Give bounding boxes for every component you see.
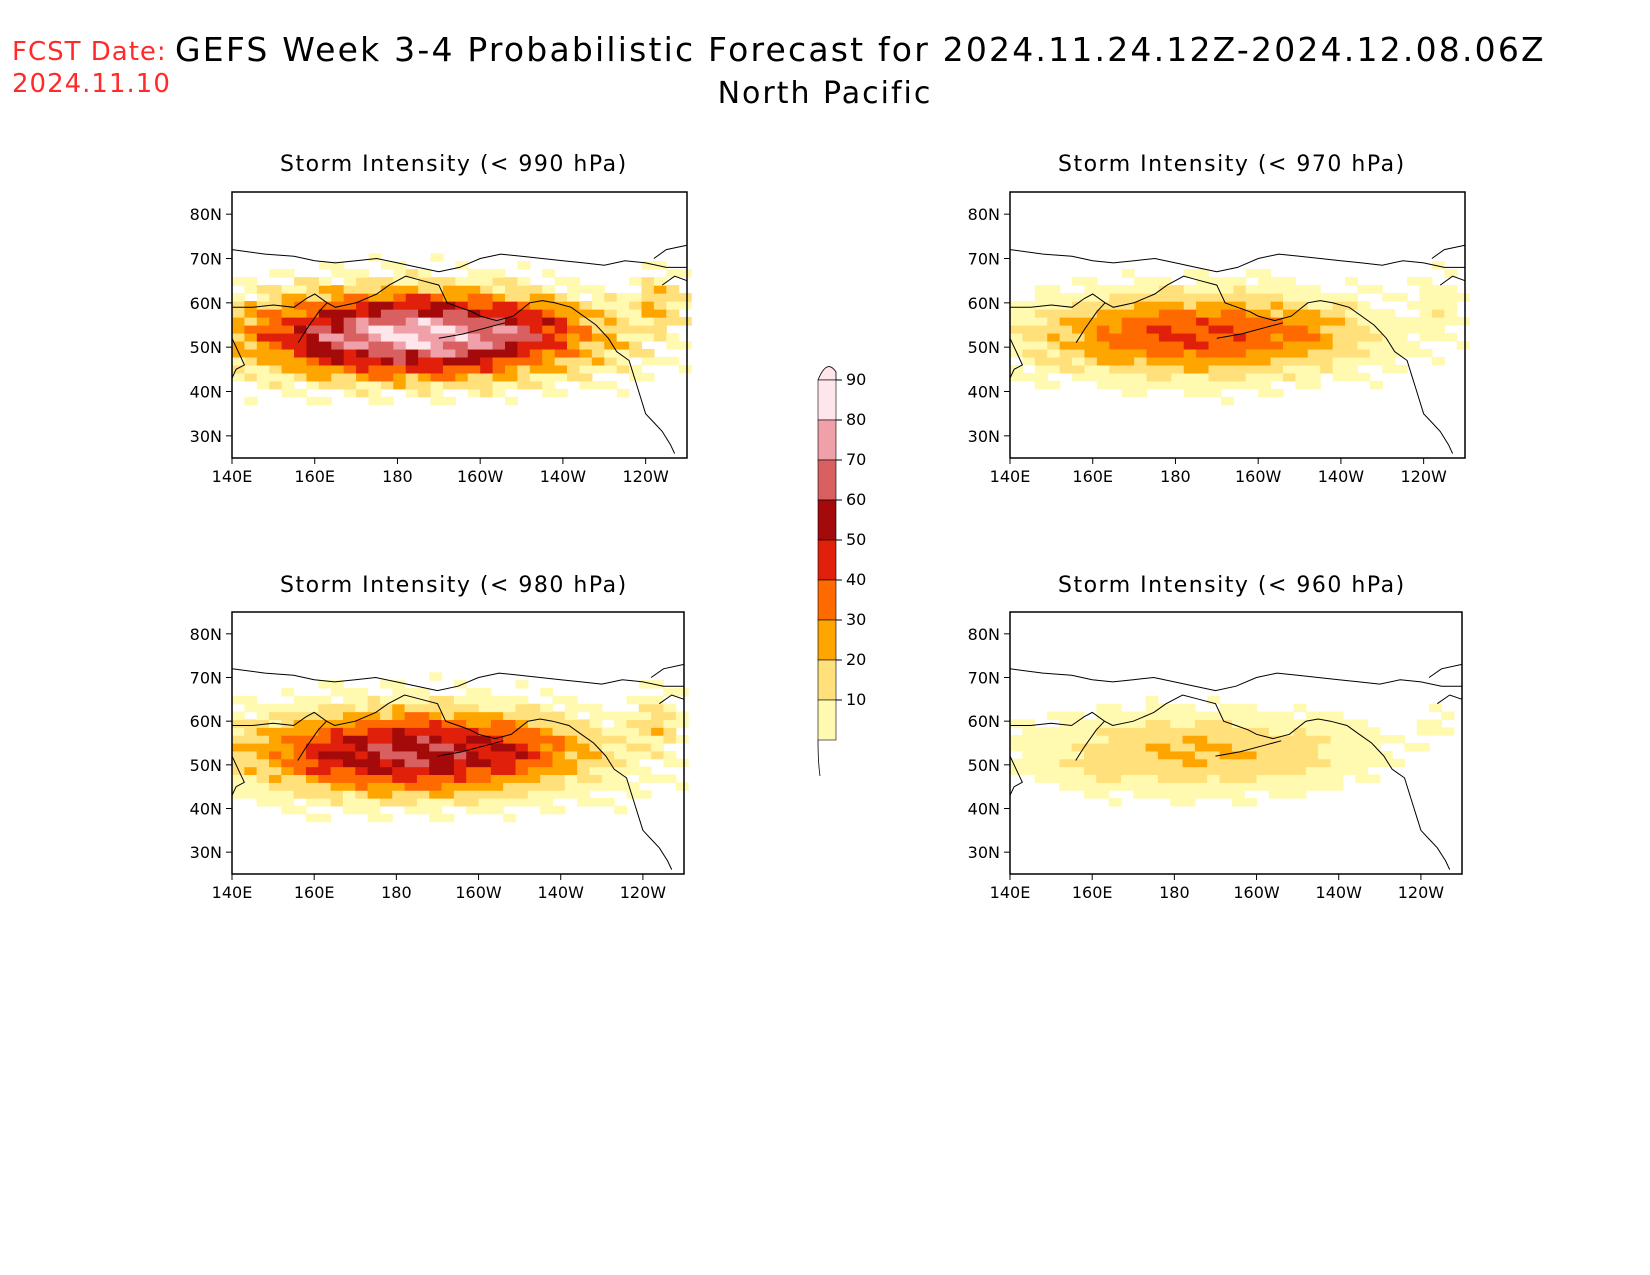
lon-tick-label: 120W xyxy=(1398,883,1445,902)
lat-tick-label: 50N xyxy=(968,338,1000,357)
coastlines xyxy=(231,244,688,454)
lon-tick-label: 140E xyxy=(990,883,1031,902)
coastlines xyxy=(1009,244,1466,454)
panel-title-990: Storm Intensity (< 990 hPa) xyxy=(280,152,628,177)
colorbar-segment xyxy=(817,379,837,421)
lon-tick-label: 140W xyxy=(1316,883,1363,902)
lon-tick-label: 160E xyxy=(1072,883,1113,902)
colorbar-label: 30 xyxy=(846,610,866,629)
colorbar-segment xyxy=(817,619,837,661)
coastlines xyxy=(1009,663,1463,870)
lat-tick-label: 40N xyxy=(190,800,222,819)
panel-title-960: Storm Intensity (< 960 hPa) xyxy=(1058,573,1406,598)
lon-tick-label: 140E xyxy=(212,467,253,486)
lat-tick-label: 40N xyxy=(968,800,1000,819)
lat-tick-label: 80N xyxy=(968,625,1000,644)
map-frame xyxy=(231,191,688,459)
colorbar-segment xyxy=(817,499,837,541)
colorbar-label: 20 xyxy=(846,650,866,669)
probability-colorbar: 90 80 70 60 50 40 30 20 10 xyxy=(817,366,866,777)
colorbar-top-cap xyxy=(817,366,837,381)
colorbar-label: 80 xyxy=(846,410,866,429)
lat-tick-label: 40N xyxy=(190,383,222,402)
page-subtitle: North Pacific xyxy=(717,76,933,111)
probability-field xyxy=(1010,261,1470,406)
lat-tick-label: 80N xyxy=(190,625,222,644)
lon-tick-label: 160E xyxy=(294,883,335,902)
lon-tick-label: 120W xyxy=(620,883,667,902)
storm-map-960: 80N 70N 60N 50N 40N 30N 140E 160E 180 160W 140W 120… xyxy=(968,611,1463,902)
lon-tick-label: 140W xyxy=(540,467,587,486)
colorbar-label: 90 xyxy=(846,370,866,389)
colorbar-segment xyxy=(817,659,837,701)
lat-tick-label: 30N xyxy=(190,843,222,862)
lat-tick-label: 60N xyxy=(968,712,1000,731)
lon-tick-label: 180 xyxy=(382,467,413,486)
lat-tick-label: 30N xyxy=(190,427,222,446)
forecast-date-value: 2024.11.10 xyxy=(12,69,171,99)
colorbar-label: 50 xyxy=(846,530,866,549)
lat-tick-label: 40N xyxy=(968,383,1000,402)
lat-tick-label: 70N xyxy=(190,250,222,269)
page-title: GEFS Week 3-4 Probabilistic Forecast for… xyxy=(175,30,1546,69)
lon-tick-label: 160W xyxy=(1235,467,1282,486)
lat-tick-label: 60N xyxy=(190,712,222,731)
lat-tick-label: 30N xyxy=(968,427,1000,446)
lon-tick-label: 120W xyxy=(1400,467,1447,486)
map-frame xyxy=(1009,191,1466,459)
lon-tick-label: 160W xyxy=(455,883,502,902)
panel-title-980: Storm Intensity (< 980 hPa) xyxy=(280,573,628,598)
forecast-date-block: FCST Date: 2024.11.10 xyxy=(12,36,171,100)
colorbar-label: 60 xyxy=(846,490,866,509)
colorbar-label: 70 xyxy=(846,450,866,469)
lon-tick-label: 140W xyxy=(538,883,585,902)
lon-tick-label: 140E xyxy=(990,467,1031,486)
storm-map-990: 80N 70N 60N 50N 40N 30N 140E 160E 180 160W 140W 120… xyxy=(190,191,692,486)
lat-tick-label: 50N xyxy=(190,756,222,775)
colorbar-bottom-cap xyxy=(817,739,821,777)
lat-tick-label: 60N xyxy=(968,294,1000,313)
lon-tick-label: 180 xyxy=(1159,883,1190,902)
lat-tick-label: 80N xyxy=(190,205,222,224)
colorbar-segment xyxy=(817,419,837,461)
lon-tick-label: 160W xyxy=(1233,883,1280,902)
storm-map-970: 80N 70N 60N 50N 40N 30N 140E 160E 180 160W 140W 120… xyxy=(968,191,1470,486)
forecast-date-label: FCST Date: xyxy=(12,37,167,67)
colorbar-segment xyxy=(817,539,837,581)
lon-tick-label: 120W xyxy=(622,467,669,486)
lon-tick-label: 160E xyxy=(294,467,335,486)
map-frame xyxy=(231,611,685,875)
lat-tick-label: 50N xyxy=(190,338,222,357)
probability-field xyxy=(232,672,689,823)
lon-tick-label: 180 xyxy=(1160,467,1191,486)
lat-tick-label: 70N xyxy=(968,250,1000,269)
lat-tick-label: 70N xyxy=(968,669,1000,688)
probability-field xyxy=(1010,695,1455,807)
lon-tick-label: 140E xyxy=(212,883,253,902)
probability-field xyxy=(232,253,692,406)
coastlines xyxy=(231,663,685,870)
lat-tick-label: 30N xyxy=(968,843,1000,862)
lon-tick-label: 140W xyxy=(1318,467,1365,486)
lat-tick-label: 80N xyxy=(968,205,1000,224)
colorbar-label: 10 xyxy=(846,690,866,709)
colorbar-segment xyxy=(817,459,837,501)
map-frame xyxy=(1009,611,1463,875)
lat-tick-label: 50N xyxy=(968,756,1000,775)
panel-title-970: Storm Intensity (< 970 hPa) xyxy=(1058,152,1406,177)
colorbar-segment xyxy=(817,699,837,741)
lon-tick-label: 180 xyxy=(381,883,412,902)
lat-tick-label: 70N xyxy=(190,669,222,688)
colorbar-segment xyxy=(817,579,837,621)
lon-tick-label: 160E xyxy=(1072,467,1113,486)
lon-tick-label: 160W xyxy=(457,467,504,486)
colorbar-label: 40 xyxy=(846,570,866,589)
lat-tick-label: 60N xyxy=(190,294,222,313)
storm-map-980: 80N 70N 60N 50N 40N 30N 140E 160E 180 160W 140W 120… xyxy=(190,611,689,902)
